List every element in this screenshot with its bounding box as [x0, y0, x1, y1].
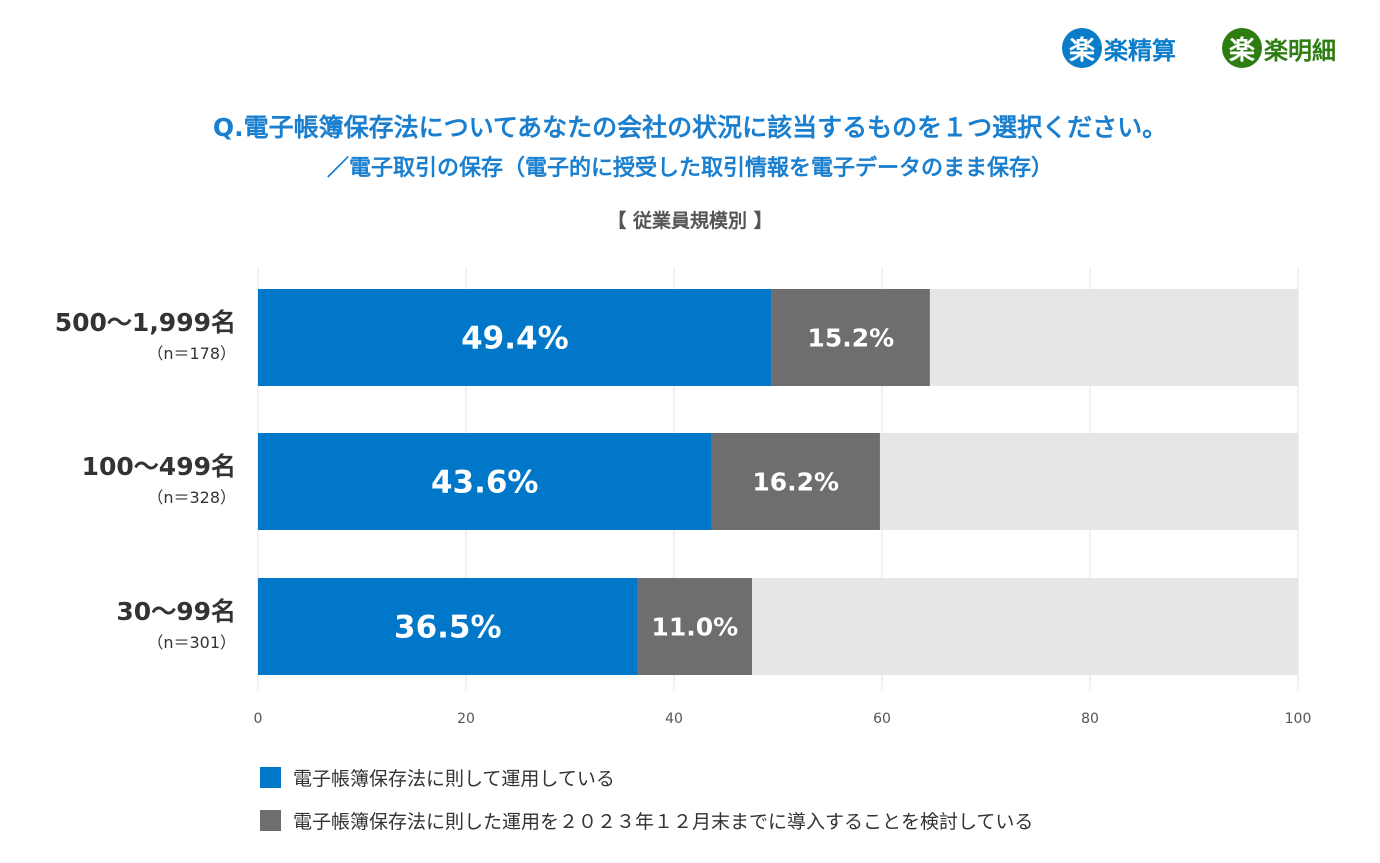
x-tick-label: 80: [1081, 711, 1099, 727]
logo-text: 楽精算: [1104, 36, 1176, 65]
legend-swatch: [260, 810, 281, 831]
category-n-label: （n＝328）: [147, 488, 236, 507]
group-label: 【 従業員規模別 】: [607, 210, 773, 232]
legend-label: 電子帳簿保存法に則して運用している: [293, 768, 615, 790]
bar-segment: [258, 433, 712, 530]
chart-title: Q.電子帳簿保存法についてあなたの会社の状況に該当するものを１つ選択ください。: [212, 113, 1168, 142]
bar-segment: [637, 578, 752, 675]
x-tick-label: 60: [873, 711, 891, 727]
rakuraku-seisan-logo: 楽 楽精算: [1062, 28, 1176, 68]
category-n-label: （n＝301）: [147, 633, 236, 652]
legend-item: 電子帳簿保存法に則して運用している: [260, 764, 615, 791]
rakuraku-meisai-logo: 楽 楽明細: [1222, 28, 1336, 68]
logo-mark: 楽: [1062, 28, 1102, 68]
legend-item: 電子帳簿保存法に則した運用を２０２３年１２月末までに導入することを検討している: [260, 807, 1033, 834]
chart-subtitle: ／電子取引の保存（電子的に授受した取引情報を電子データのまま保存）: [326, 156, 1053, 181]
x-tick-label: 100: [1285, 711, 1312, 727]
data-label: 36.5%: [394, 610, 502, 646]
bar-segment: [771, 289, 930, 386]
data-label: 15.2%: [807, 324, 894, 353]
bar-segment: [711, 433, 880, 530]
logo-text: 楽明細: [1264, 36, 1336, 65]
legend-label: 電子帳簿保存法に則した運用を２０２３年１２月末までに導入することを検討している: [293, 811, 1034, 833]
bar-segment: [258, 289, 772, 386]
data-label: 16.2%: [752, 468, 839, 497]
category-label: 100～499名: [82, 452, 236, 481]
x-tick-label: 0: [254, 711, 263, 727]
category-label: 500～1,999名: [55, 308, 236, 337]
data-label: 49.4%: [461, 321, 569, 357]
legend-swatch: [260, 767, 281, 788]
x-tick-label: 40: [665, 711, 683, 727]
data-label: 11.0%: [651, 613, 738, 642]
category-label: 30～99名: [116, 597, 236, 626]
x-tick-label: 20: [457, 711, 475, 727]
data-label: 43.6%: [431, 465, 539, 501]
category-n-label: （n＝178）: [147, 344, 236, 363]
bar-segment: [258, 578, 638, 675]
logo-mark: 楽: [1222, 28, 1262, 68]
